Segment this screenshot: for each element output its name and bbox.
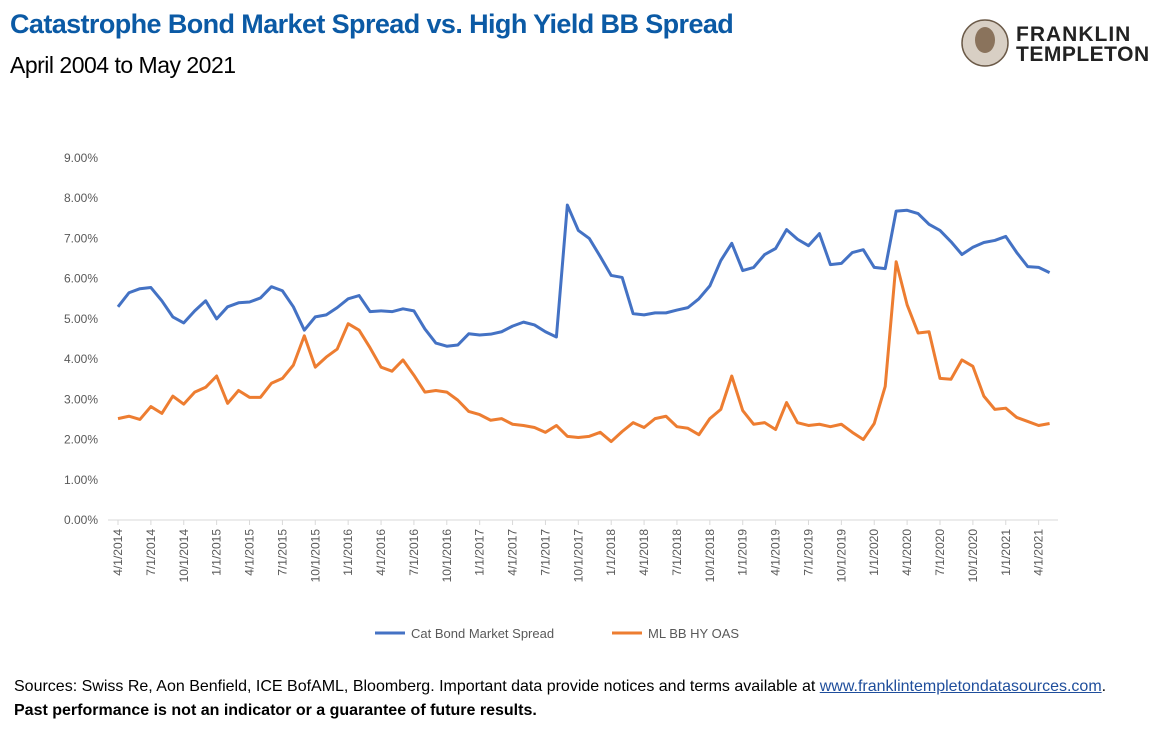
legend-label: ML BB HY OAS <box>648 626 739 641</box>
y-tick-label: 9.00% <box>64 151 98 165</box>
source-link[interactable]: www.franklintempletondatasources.com <box>819 678 1102 695</box>
chart-subtitle: April 2004 to May 2021 <box>10 52 236 78</box>
x-tick-label: 10/1/2016 <box>440 529 454 583</box>
x-tick-label: 4/1/2020 <box>900 529 914 576</box>
x-tick-label: 10/1/2020 <box>966 529 980 583</box>
x-tick-label: 1/1/2017 <box>473 529 487 576</box>
x-tick-label: 4/1/2021 <box>1032 529 1046 576</box>
y-tick-label: 1.00% <box>64 473 98 487</box>
y-tick-label: 5.00% <box>64 312 98 326</box>
x-tick-label: 1/1/2018 <box>604 529 618 576</box>
y-tick-label: 0.00% <box>64 513 98 527</box>
chart-title: Catastrophe Bond Market Spread vs. High … <box>10 9 733 39</box>
x-tick-label: 4/1/2018 <box>637 529 651 576</box>
x-tick-label: 10/1/2018 <box>703 529 717 583</box>
x-tick-label: 4/1/2015 <box>243 529 257 576</box>
x-tick-label: 10/1/2014 <box>177 529 191 583</box>
x-tick-label: 7/1/2019 <box>801 529 815 576</box>
legend-label: Cat Bond Market Spread <box>411 626 554 641</box>
x-tick-label: 4/1/2016 <box>374 529 388 576</box>
source-end: . <box>1101 678 1107 695</box>
source-note: Sources: Swiss Re, Aon Benfield, ICE Bof… <box>14 678 1106 696</box>
y-tick-label: 6.00% <box>64 272 98 286</box>
x-tick-label: 4/1/2014 <box>111 529 125 576</box>
logo-face <box>975 27 995 53</box>
x-tick-label: 7/1/2015 <box>275 529 289 576</box>
x-tick-label: 7/1/2017 <box>538 529 552 576</box>
x-tick-label: 7/1/2016 <box>407 529 421 576</box>
x-tick-label: 10/1/2017 <box>571 529 585 583</box>
logo-text: FRANKLIN <box>1016 23 1131 46</box>
x-tick-label: 7/1/2018 <box>670 529 684 576</box>
x-tick-label: 7/1/2020 <box>933 529 947 576</box>
y-tick-label: 3.00% <box>64 392 98 406</box>
source-text: Sources: Swiss Re, Aon Benfield, ICE Bof… <box>14 678 816 695</box>
y-tick-label: 4.00% <box>64 352 98 366</box>
y-tick-label: 2.00% <box>64 433 98 447</box>
y-tick-label: 8.00% <box>64 191 98 205</box>
x-tick-label: 10/1/2015 <box>308 529 322 583</box>
logo: FRANKLIN TEMPLETON <box>961 19 1150 67</box>
series-line <box>116 203 1051 348</box>
x-tick-label: 1/1/2021 <box>999 529 1013 576</box>
x-tick-label: 1/1/2020 <box>867 529 881 576</box>
x-tick-label: 7/1/2014 <box>144 529 158 576</box>
x-tick-label: 1/1/2015 <box>210 529 224 576</box>
logo-text: TEMPLETON <box>1016 43 1150 66</box>
x-tick-label: 4/1/2017 <box>506 529 520 576</box>
disclaimer: Past performance is not an indicator or … <box>14 702 537 719</box>
x-tick-label: 10/1/2019 <box>834 529 848 583</box>
x-tick-label: 1/1/2016 <box>341 529 355 576</box>
x-tick-label: 4/1/2019 <box>769 529 783 576</box>
y-tick-label: 7.00% <box>64 231 98 245</box>
series-line <box>117 260 1050 444</box>
x-tick-label: 1/1/2019 <box>736 529 750 576</box>
